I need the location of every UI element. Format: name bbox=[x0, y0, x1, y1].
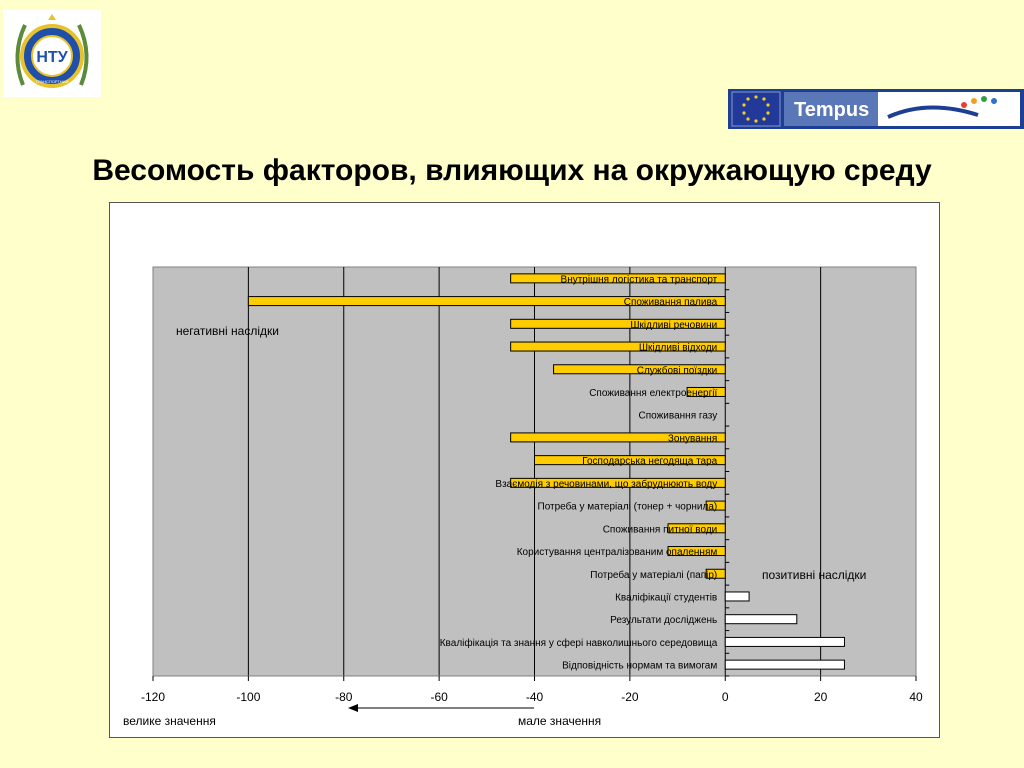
negative-effects-label: негативні наслідки bbox=[176, 324, 279, 338]
bar[interactable] bbox=[510, 432, 726, 443]
university-emblem-icon: НТУ ТРАНСПОРТНИЙ bbox=[15, 14, 89, 88]
x-tick-label: -40 bbox=[526, 690, 544, 704]
bar[interactable] bbox=[247, 296, 726, 307]
bar[interactable] bbox=[667, 546, 726, 557]
chart-container: -120 -100 -80 -60 -40 -20 0 20 40 Внутрішня логіс… bbox=[109, 202, 940, 738]
tempus-banner: Tempus bbox=[728, 89, 1024, 129]
bar[interactable] bbox=[705, 568, 726, 579]
positive-effects-label: позитивні наслідки bbox=[762, 568, 866, 582]
x-tick-label: 0 bbox=[722, 690, 729, 704]
bar[interactable] bbox=[510, 341, 726, 352]
bar[interactable] bbox=[705, 500, 726, 511]
bar[interactable] bbox=[724, 591, 750, 602]
large-value-label: велике значення bbox=[123, 714, 216, 728]
category-label: Шкідливі речовини bbox=[630, 320, 717, 331]
bar[interactable] bbox=[667, 523, 726, 534]
x-tick-label: 20 bbox=[814, 690, 828, 704]
x-tick-label: -120 bbox=[141, 690, 165, 704]
bar[interactable] bbox=[534, 455, 726, 466]
category-label: Взаємодія з речовинами, що забруднюють в… bbox=[495, 478, 717, 490]
x-tick-label: -80 bbox=[335, 690, 353, 704]
small-value-label: мале значення bbox=[518, 714, 601, 728]
category-label: Відповідність нормам та вимогам bbox=[562, 661, 717, 672]
category-label: Шкідливі відходи bbox=[639, 343, 717, 354]
category-label: Потреба у матеріалі (тонер + чорнила) bbox=[538, 501, 718, 513]
bar[interactable] bbox=[724, 659, 845, 670]
category-label: Споживання питної води bbox=[603, 524, 718, 535]
university-logo: НТУ ТРАНСПОРТНИЙ bbox=[3, 10, 101, 97]
category-label: Результати досліджень bbox=[610, 615, 717, 626]
bar[interactable] bbox=[510, 318, 726, 329]
university-logo-text: НТУ bbox=[36, 49, 68, 66]
x-tick-label: 40 bbox=[909, 690, 923, 704]
category-label: Споживання палива bbox=[624, 297, 718, 308]
category-label: Споживання газу bbox=[639, 411, 718, 422]
x-tick-label: -20 bbox=[621, 690, 639, 704]
tempus-logo-icon: Tempus bbox=[728, 89, 1024, 129]
x-tick-label: -100 bbox=[236, 690, 260, 704]
category-label: Потреба у матеріалі (папір) bbox=[590, 569, 717, 581]
category-label: Службові поїздки bbox=[637, 364, 718, 376]
bar[interactable] bbox=[724, 636, 845, 647]
category-label: Внутрішня логістика та транспорт bbox=[561, 274, 718, 285]
category-label: Кваліфікація та знання у сфері навколишн… bbox=[440, 637, 718, 649]
university-logo-subtext: ТРАНСПОРТНИЙ bbox=[36, 79, 69, 84]
direction-arrow-head-icon bbox=[348, 704, 358, 712]
bar[interactable] bbox=[553, 364, 726, 375]
tempus-logo-text: Tempus bbox=[794, 99, 869, 121]
factor-weight-chart: -120 -100 -80 -60 -40 -20 0 20 40 Внутрішня логіс… bbox=[123, 266, 923, 728]
category-label: Господарська негодяща тара bbox=[582, 456, 717, 467]
bar[interactable] bbox=[510, 273, 726, 284]
category-label: Зонування bbox=[668, 433, 717, 444]
bar[interactable] bbox=[686, 386, 726, 397]
bar[interactable] bbox=[510, 477, 726, 488]
category-label: Споживання електроенергії bbox=[589, 388, 717, 399]
category-label: Користування централізованим опаленням bbox=[517, 547, 718, 558]
category-label: Кваліфікації студентів bbox=[615, 591, 717, 603]
page-title: Весомость факторов, влияющих на окружающ… bbox=[92, 154, 932, 187]
bar[interactable] bbox=[724, 614, 798, 625]
x-tick-label: -60 bbox=[430, 690, 448, 704]
